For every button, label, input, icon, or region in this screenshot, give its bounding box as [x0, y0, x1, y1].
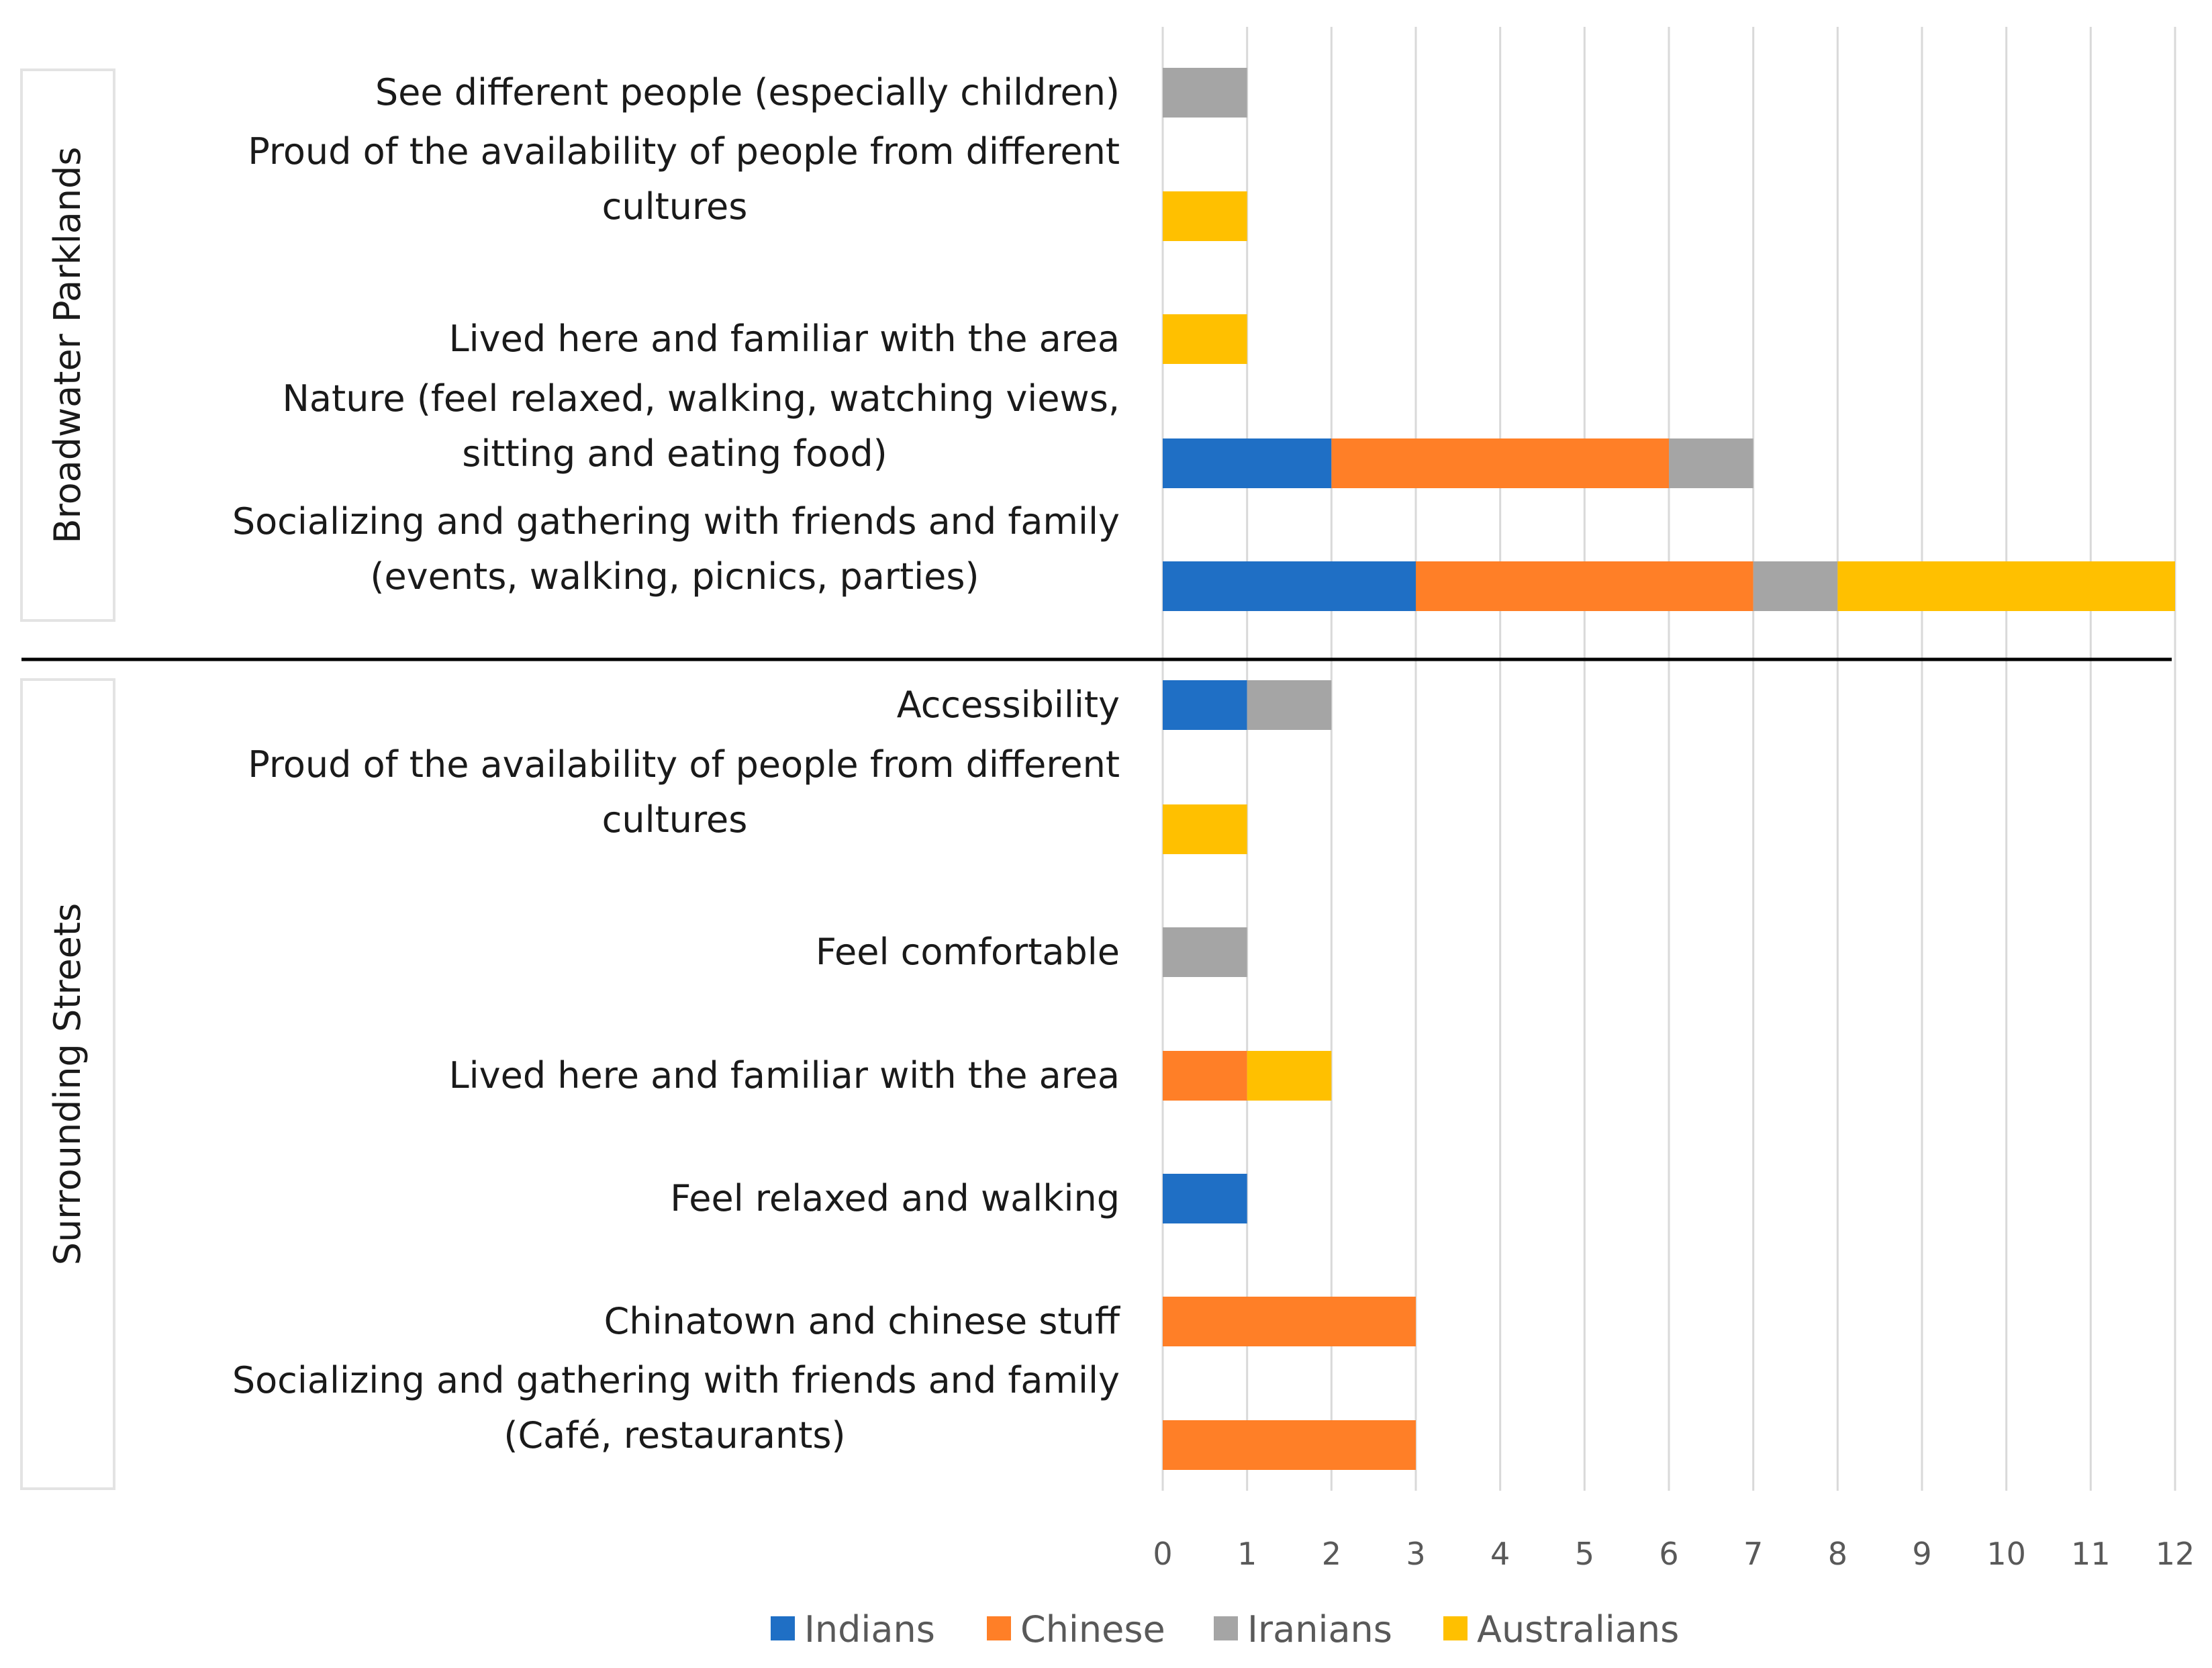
bar-segment-indians	[1163, 680, 1247, 730]
bar-segment-chinese	[1331, 438, 1669, 488]
x-tick-label: 11	[2071, 1536, 2111, 1572]
x-tick-label: 7	[1743, 1536, 1763, 1572]
x-axis-ticks: 0 1 2 3 4 5 6 7 8 9 10 11 12	[1153, 1536, 2195, 1572]
bar-segment-indians	[1163, 561, 1416, 611]
legend-label: Iranians	[1247, 1608, 1392, 1651]
legend-swatch-indians	[771, 1616, 795, 1640]
x-tick-label: 6	[1659, 1536, 1678, 1572]
legend: Indians Chinese Iranians Australians	[771, 1608, 1679, 1651]
category-label: Lived here and familiar with the area	[449, 318, 1120, 360]
category-label: Accessibility	[897, 684, 1120, 726]
category-label: Nature (feel relaxed, walking, watching …	[283, 377, 1120, 420]
x-tick-label: 8	[1828, 1536, 1847, 1572]
category-label: sitting and eating food)	[462, 432, 887, 475]
category-label: Proud of the availability of people from…	[248, 743, 1120, 786]
bar-segment-chinese	[1163, 1420, 1416, 1470]
category-label: Chinatown and chinese stuff	[604, 1300, 1121, 1342]
bar-segment-iranians	[1163, 927, 1247, 977]
category-label: Feel comfortable	[816, 931, 1120, 973]
group-box	[20, 678, 115, 1490]
category-label: Lived here and familiar with the area	[449, 1054, 1120, 1097]
x-tick-label: 3	[1406, 1536, 1425, 1572]
bar-segment-chinese	[1416, 561, 1753, 611]
bar-segment-australians	[1163, 314, 1247, 364]
bar-segment-australians	[1163, 804, 1247, 854]
legend-label: Chinese	[1020, 1608, 1165, 1651]
group-boxes: Broadwater Parklands Surrounding Streets	[20, 68, 115, 1490]
bar-segment-iranians	[1753, 561, 1838, 611]
bar-segment-iranians	[1669, 438, 1753, 488]
category-label: cultures	[602, 185, 748, 228]
group-label: Broadwater Parklands	[46, 147, 89, 544]
x-tick-label: 5	[1575, 1536, 1594, 1572]
bar-segment-australians	[1163, 191, 1247, 241]
legend-label: Australians	[1477, 1608, 1679, 1651]
group-label: Surrounding Streets	[46, 903, 89, 1265]
bar-segment-indians	[1163, 438, 1332, 488]
bar-segment-indians	[1163, 1174, 1247, 1223]
x-tick-label: 4	[1490, 1536, 1510, 1572]
bars	[1163, 68, 2175, 1470]
bar-segment-australians	[1247, 1051, 1332, 1101]
bar-segment-iranians	[1247, 680, 1332, 730]
legend-swatch-australians	[1443, 1616, 1468, 1640]
category-label: Feel relaxed and walking	[670, 1177, 1120, 1219]
x-tick-label: 0	[1153, 1536, 1172, 1572]
x-tick-label: 1	[1237, 1536, 1257, 1572]
category-label: cultures	[602, 798, 748, 841]
category-labels: See different people (especially childre…	[232, 71, 1121, 1456]
x-tick-label: 2	[1322, 1536, 1341, 1572]
legend-label: Indians	[804, 1608, 935, 1651]
category-label: (events, walking, picnics, parties)	[370, 555, 979, 598]
legend-swatch-chinese	[987, 1616, 1011, 1640]
gridlines	[1161, 27, 2176, 1491]
x-tick-label: 10	[1986, 1536, 2026, 1572]
category-label: See different people (especially childre…	[375, 71, 1120, 113]
legend-swatch-iranians	[1214, 1616, 1238, 1640]
bar-segment-chinese	[1163, 1051, 1247, 1101]
x-tick-label: 9	[1912, 1536, 1931, 1572]
bar-segment-iranians	[1163, 68, 1247, 118]
category-label: (Café, restaurants)	[503, 1414, 845, 1456]
category-label: Socializing and gathering with friends a…	[232, 500, 1120, 543]
bar-segment-chinese	[1163, 1297, 1416, 1346]
category-label: Proud of the availability of people from…	[248, 130, 1120, 173]
category-label: Socializing and gathering with friends a…	[232, 1359, 1120, 1401]
x-tick-label: 12	[2156, 1536, 2195, 1572]
group-box	[20, 68, 115, 622]
bar-segment-australians	[1837, 561, 2175, 611]
